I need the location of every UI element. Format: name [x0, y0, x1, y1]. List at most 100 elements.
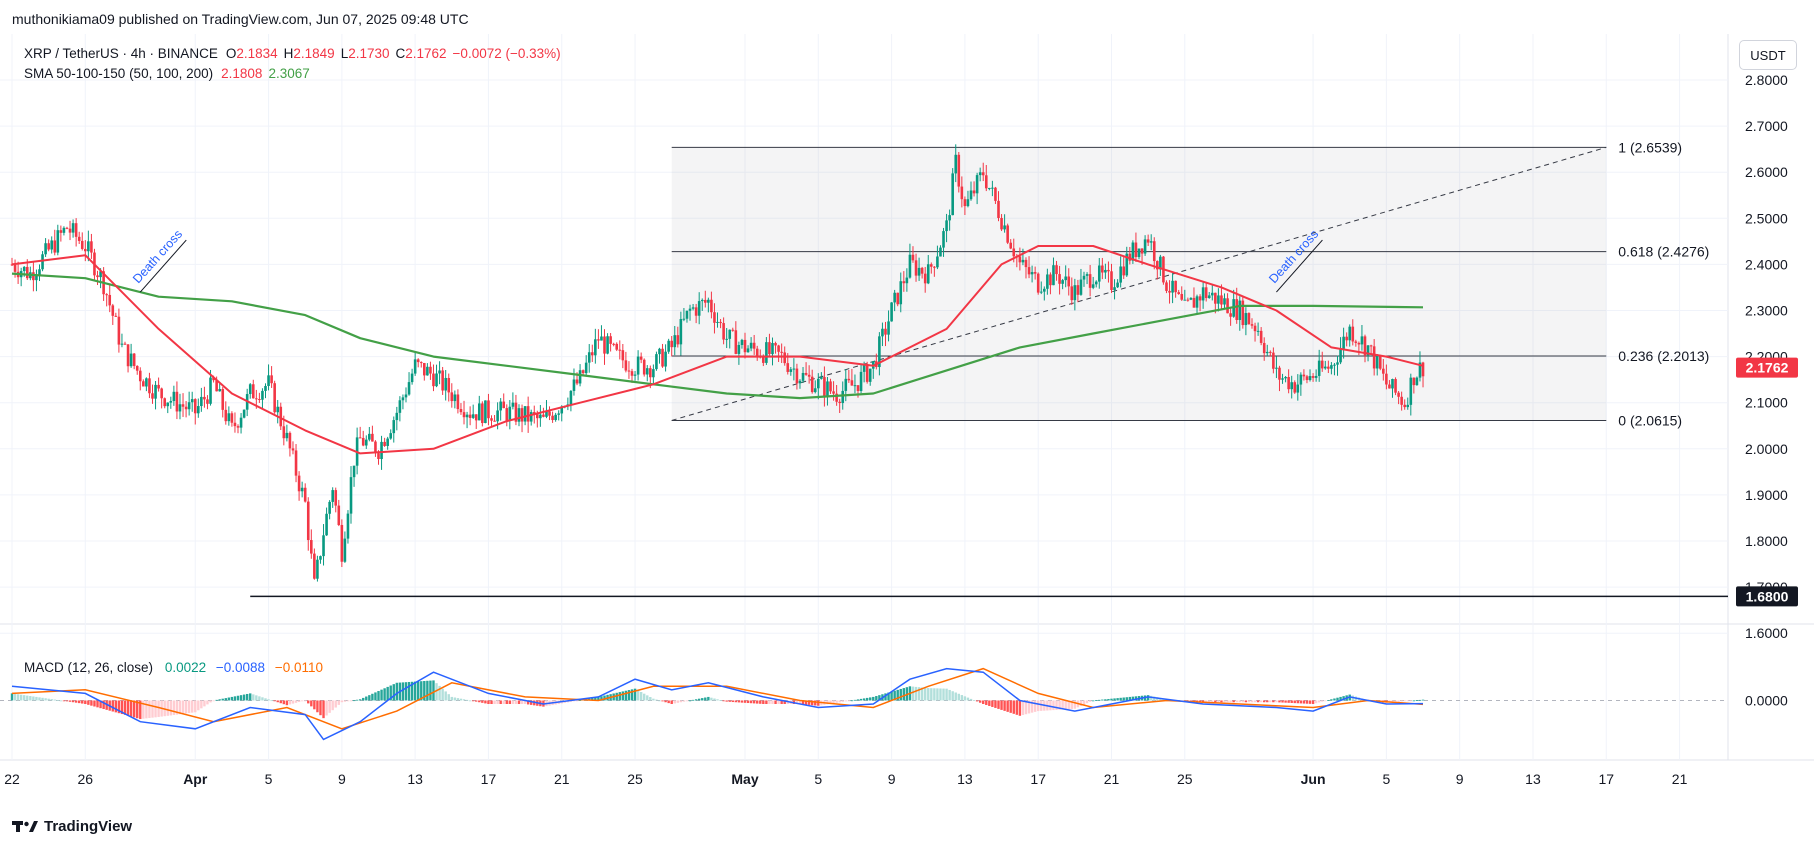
candle-body — [1366, 345, 1370, 356]
macd-histogram-bar — [145, 700, 148, 719]
candle-body — [212, 377, 215, 381]
macd-histogram-bar — [252, 694, 255, 701]
candle-body — [1348, 326, 1352, 341]
candle-body — [297, 475, 301, 492]
price-tick-label: 2.3000 — [1745, 303, 1788, 319]
macd-histogram-bar — [1125, 697, 1128, 701]
candle-body — [453, 394, 457, 402]
candle-body — [1168, 290, 1171, 293]
macd-histogram-bar — [991, 700, 994, 707]
candle-body — [884, 328, 887, 335]
macd-histogram-bar — [523, 700, 527, 704]
macd-histogram-bar — [1223, 700, 1226, 703]
macd-histogram-bar — [1119, 697, 1122, 701]
candle-body — [438, 370, 441, 374]
macd-histogram-bar — [621, 691, 625, 701]
macd-histogram-bar — [1073, 700, 1077, 709]
candle-body — [850, 380, 854, 386]
macd-histogram-bar — [1113, 698, 1116, 701]
macd-histogram-bar — [985, 700, 988, 705]
macd-histogram-bar — [597, 696, 600, 701]
macd-histogram-bar — [673, 700, 676, 704]
sma-title[interactable]: SMA 50-100-150 (50, 100, 200) — [24, 66, 214, 81]
candle-body — [1357, 342, 1361, 345]
candle-body — [239, 417, 243, 428]
macd-histogram-bar — [38, 697, 41, 701]
macd-histogram-bar — [1095, 700, 1098, 701]
macd-histogram-bar — [1070, 700, 1073, 709]
macd-histogram-bar — [291, 700, 295, 704]
candle-body — [1039, 291, 1043, 293]
macd-histogram-bar — [1000, 700, 1003, 710]
candle-body — [902, 281, 906, 284]
macd-histogram-bar — [304, 700, 307, 702]
footer-brand[interactable]: TradingView — [12, 815, 132, 837]
symbol-label[interactable]: XRP / TetherUS · 4h · BINANCE — [24, 46, 218, 61]
candle-body — [1195, 296, 1199, 308]
candle-body — [126, 344, 130, 367]
candle-body — [920, 267, 924, 274]
candle-body — [22, 266, 26, 272]
macd-histogram-bar — [352, 700, 356, 702]
high-label: H — [283, 46, 294, 61]
support-price-tag — [1736, 586, 1798, 607]
macd-histogram-bar — [1015, 700, 1019, 715]
sma-slow-value: 2.3067 — [268, 66, 310, 81]
candle-body — [47, 243, 50, 250]
macd-histogram-bar — [44, 698, 47, 701]
candle-body — [1122, 266, 1126, 276]
macd-histogram-bar — [487, 700, 490, 704]
macd-histogram-bar — [902, 688, 906, 701]
macd-histogram-bar — [704, 697, 707, 701]
candle-body — [578, 370, 582, 384]
macd-histogram-bar — [84, 700, 87, 704]
candle-body — [893, 292, 896, 303]
macd-histogram-bar — [1146, 695, 1150, 701]
macd-histogram-bar — [264, 698, 267, 701]
candle-body — [1385, 373, 1388, 385]
candle-body — [1336, 362, 1339, 365]
time-tick-label: 13 — [1525, 771, 1541, 787]
macd-histogram-bar — [756, 700, 759, 704]
candle-body — [804, 372, 808, 375]
candle-body — [187, 402, 191, 410]
macd-histogram-bar — [1266, 700, 1269, 703]
macd-histogram-bar — [371, 693, 374, 701]
macd-histogram-bar — [96, 700, 99, 708]
candle-body — [84, 248, 87, 252]
candle-body — [242, 409, 246, 418]
candle-body — [994, 187, 997, 201]
macd-histogram-bar — [594, 697, 597, 701]
candle-body — [132, 353, 136, 366]
candle-body — [193, 399, 197, 414]
macd-histogram-bar — [1305, 700, 1309, 704]
candle-body — [609, 336, 612, 344]
candle-body — [288, 432, 292, 449]
macd-histogram-bar — [1052, 700, 1055, 711]
macd-histogram-bar — [126, 700, 130, 716]
macd-histogram-bar — [1055, 700, 1058, 710]
macd-histogram-bar — [316, 700, 319, 713]
chart-canvas[interactable]: 1 (2.6539) 0.618 (2.4276) 0.236 (2.2013) 0 … — [0, 34, 1814, 804]
candle-body — [713, 312, 716, 323]
candle-body — [361, 437, 365, 446]
candle-body — [349, 477, 353, 514]
macd-histogram-bar — [1229, 700, 1232, 703]
candle-body — [1152, 241, 1156, 262]
macd-title[interactable]: MACD (12, 26, close) — [24, 660, 154, 675]
candles — [10, 144, 1425, 582]
macd-histogram-bar — [890, 691, 893, 701]
macd-histogram-bar — [752, 700, 756, 704]
macd-histogram-bar — [65, 700, 69, 702]
macd-histogram-bar — [236, 695, 240, 701]
macd-histogram-bar — [19, 694, 23, 701]
price-tick-label: 1.8000 — [1745, 533, 1788, 549]
candle-body — [255, 398, 258, 400]
currency-button[interactable]: USDT — [1739, 40, 1797, 70]
macd-histogram-bar — [1079, 700, 1083, 706]
price-tick-label: 2.8000 — [1745, 72, 1788, 88]
death-cross-pointer — [139, 239, 187, 293]
candle-body — [1137, 248, 1141, 258]
candle-body — [224, 409, 228, 422]
macd-histogram-bar — [426, 680, 429, 701]
